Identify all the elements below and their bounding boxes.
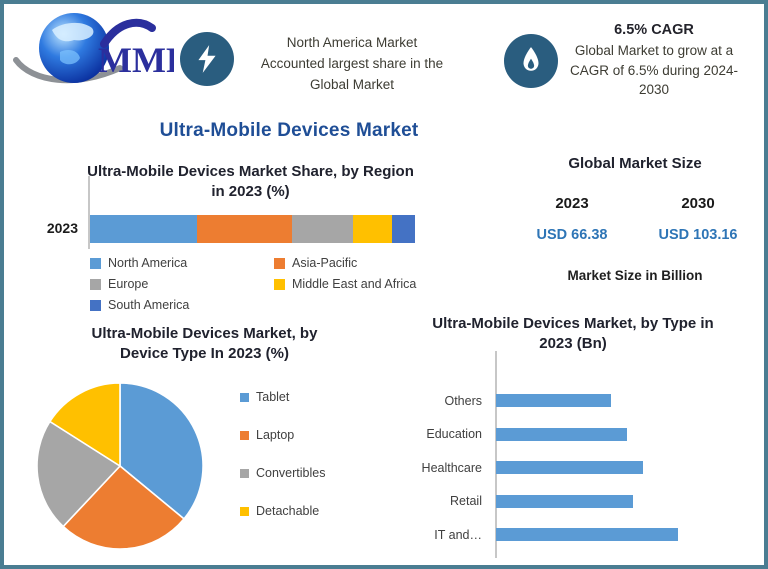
pie-slice-convertibles (36, 420, 122, 528)
market-size-block: Global Market Size 2023 2030 USD 66.38 U… (509, 154, 761, 283)
segment-europe (291, 215, 354, 243)
hbar-bar-education (496, 427, 627, 441)
hbar-label-healthcare: Healthcare (421, 460, 482, 475)
hbar-bar-others (496, 394, 611, 408)
header-claim: North America Market Accounted largest s… (236, 33, 468, 96)
region-y-axis (88, 176, 90, 249)
market-size-year-2030: 2030 (681, 195, 715, 213)
hbar-rows: Others Education Healthcare Retail IT an… (384, 384, 724, 552)
hbar-label-it-and: IT and… (434, 527, 482, 542)
cagr-block: 6.5% CAGR Global Market to grow at a CAG… (556, 22, 752, 100)
legend-item-tablet: Tablet (240, 390, 325, 404)
segment-asia-pacific (197, 215, 292, 243)
legend-item-asia-pacific: Asia-Pacific (274, 256, 416, 270)
legend-label-middle-east-and-africa: Middle East and Africa (292, 277, 417, 291)
globe-icon: MMR (13, 13, 193, 84)
legend-item-laptop: Laptop (240, 428, 325, 442)
segment-middle-east-and-africa (353, 215, 393, 243)
cagr-line-3: 2030 (638, 82, 670, 98)
legend-label-south-america: South America (108, 298, 190, 312)
hbar-bar-healthcare (496, 461, 643, 475)
legend-label-detachable: Detachable (256, 504, 320, 518)
type-chart: Ultra-Mobile Devices Market, by Type in … (384, 314, 762, 564)
logo-text: MMR (98, 40, 174, 80)
legend-label-convertibles: Convertibles (256, 466, 326, 480)
hbar-row-education: Education (384, 418, 724, 452)
hbar-label-education: Education (426, 427, 482, 442)
flame-badge (504, 34, 558, 88)
hbar-row-healthcare: Healthcare (384, 451, 724, 485)
hbar-y-axis (495, 351, 497, 558)
legend-label-asia-pacific: Asia-Pacific (292, 256, 358, 270)
lightning-icon (198, 45, 216, 73)
pie-title-line-2: Device Type In 2023 (%) (120, 345, 289, 363)
cagr-line-1: Global Market to grow at a (574, 43, 734, 58)
claim-line-2: Accounted largest share in the (260, 55, 444, 71)
legend-swatch-north-america (90, 257, 101, 269)
pie-slice-detachable (48, 382, 121, 468)
hbar-title-line-1: Ultra-Mobile Devices Market, by Type in (432, 315, 714, 332)
hbar-row-retail: Retail (384, 485, 724, 519)
legend-swatch-south-america (90, 299, 101, 311)
legend-label-laptop: Laptop (256, 428, 295, 442)
pie-slice-tablet (119, 382, 204, 521)
market-size-note: Market Size in Billion (567, 268, 703, 284)
hbar-title-line-2: 2023 (Bn) (539, 335, 607, 353)
legend-swatch-laptop (240, 430, 249, 440)
pie-slice-laptop (62, 464, 186, 550)
segment-south-america (392, 215, 415, 243)
legend-swatch-europe (90, 278, 101, 290)
market-size-title: Global Market Size (568, 155, 702, 172)
pie-svg (36, 382, 204, 550)
market-size-value-2030: USD 103.16 (658, 227, 738, 244)
region-chart-title-line-2: in 2023 (%) (211, 183, 290, 201)
legend-swatch-convertibles (240, 468, 249, 478)
legend-swatch-middle-east-and-africa (274, 278, 285, 290)
legend-item-middle-east-and-africa: Middle East and Africa (274, 277, 416, 291)
legend-label-europe: Europe (108, 277, 149, 291)
region-chart: Ultra-Mobile Devices Market Share, by Re… (32, 162, 469, 312)
pie-title-line-1: Ultra-Mobile Devices Market, by (91, 325, 318, 342)
hbar-label-others: Others (444, 393, 482, 408)
legend-item-detachable: Detachable (240, 504, 325, 518)
claim-line-1: North America Market (286, 35, 418, 50)
legend-item-convertibles: Convertibles (240, 466, 325, 480)
region-legend: North America Asia-Pacific Europe Middle… (90, 256, 416, 312)
region-stacked-bar (90, 215, 415, 243)
legend-label-north-america: North America (108, 256, 188, 270)
legend-swatch-tablet (240, 392, 249, 402)
hbar-bar-it-and (496, 528, 678, 542)
market-size-year-2023: 2023 (555, 195, 589, 213)
region-chart-title-line-1: Ultra-Mobile Devices Market Share, by Re… (87, 163, 414, 180)
claim-line-3: Global Market (309, 76, 395, 92)
legend-swatch-asia-pacific (274, 257, 285, 269)
page-title: Ultra-Mobile Devices Market (159, 120, 419, 141)
hbar-row-it-and: IT and… (384, 518, 724, 552)
legend-item-europe: Europe (90, 277, 274, 291)
device-type-chart: Ultra-Mobile Devices Market, by Device T… (32, 324, 377, 559)
market-size-value-2023: USD 66.38 (536, 227, 608, 244)
region-category-label: 2023 (46, 220, 78, 236)
segment-north-america (90, 215, 198, 243)
pie-legend: Tablet Laptop Convertibles Detachable (240, 390, 325, 518)
hbar-label-retail: Retail (450, 494, 482, 509)
legend-label-tablet: Tablet (256, 390, 290, 404)
hbar-bar-retail (496, 494, 633, 508)
hbar-row-others: Others (384, 384, 724, 418)
cagr-line-2: CAGR of 6.5% during 2024- (569, 62, 739, 78)
legend-item-south-america: South America (90, 298, 274, 312)
legend-item-north-america: North America (90, 256, 274, 270)
mmr-logo: MMR (12, 8, 193, 88)
legend-swatch-detachable (240, 506, 249, 516)
lightning-badge (180, 32, 234, 86)
flame-icon (523, 47, 539, 71)
cagr-title: 6.5% CAGR (614, 22, 694, 38)
